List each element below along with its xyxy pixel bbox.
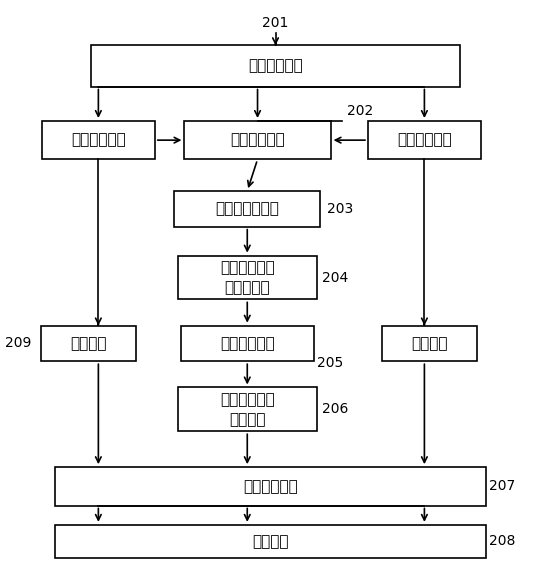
Text: 入射电压信号: 入射电压信号: [71, 132, 126, 148]
Bar: [382, 325, 477, 361]
Text: 204: 204: [322, 271, 348, 285]
Text: 高精度驻波比
计算单元: 高精度驻波比 计算单元: [220, 392, 274, 427]
Text: 第一分析单元: 第一分析单元: [230, 132, 285, 148]
Text: 校准单元: 校准单元: [70, 336, 106, 351]
Bar: [185, 121, 331, 160]
Bar: [55, 467, 486, 505]
Text: 预设阈值单元: 预设阈值单元: [220, 336, 274, 351]
Text: 209: 209: [5, 336, 32, 350]
Bar: [180, 325, 314, 361]
Bar: [178, 387, 317, 431]
Bar: [174, 191, 320, 226]
Text: 205: 205: [317, 355, 343, 370]
Text: 传输单元: 传输单元: [252, 534, 288, 549]
Text: 203: 203: [327, 202, 353, 216]
Text: 触发器阈值单元: 触发器阈值单元: [215, 201, 279, 216]
Text: 201: 201: [262, 16, 289, 30]
Text: 第二分析单元: 第二分析单元: [243, 479, 298, 494]
Text: 信号采集单元: 信号采集单元: [248, 58, 303, 74]
Bar: [41, 325, 135, 361]
Bar: [55, 525, 486, 558]
Text: 206: 206: [322, 402, 348, 417]
Text: 202: 202: [347, 104, 373, 118]
Bar: [90, 45, 460, 87]
Bar: [178, 255, 317, 299]
Text: 208: 208: [488, 534, 515, 548]
Text: 反射电压信号: 反射电压信号: [397, 132, 452, 148]
Text: 瞬态电压驻波
比计算单元: 瞬态电压驻波 比计算单元: [220, 260, 274, 295]
Text: 校准单元: 校准单元: [411, 336, 448, 351]
Bar: [368, 121, 481, 160]
Bar: [42, 121, 155, 160]
Text: 207: 207: [488, 479, 515, 494]
